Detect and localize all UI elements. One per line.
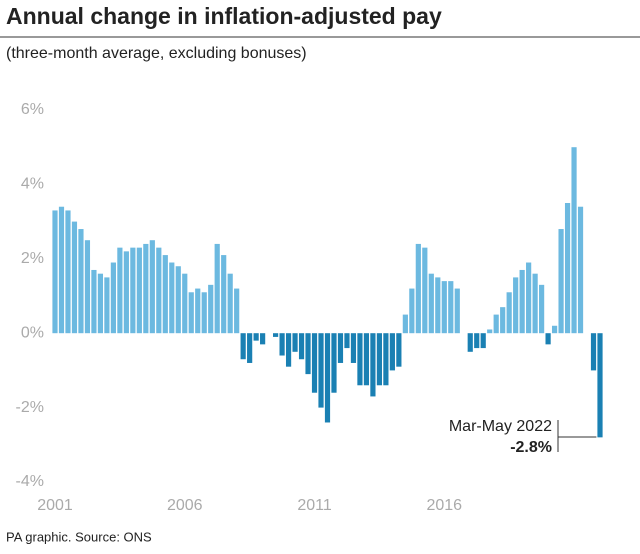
bar [208,284,214,334]
bar [240,333,246,360]
chart-subtitle: (three-month average, excluding bonuses) [6,45,307,62]
y-tick-label: 2% [21,250,44,267]
y-tick-label: 6% [21,101,44,118]
bar [506,292,512,334]
x-tick-label: 2011 [297,497,332,514]
y-tick-label: -2% [16,399,44,416]
bar [260,333,266,345]
bar [221,255,227,334]
bar [532,273,538,334]
x-tick-label: 2001 [37,497,73,514]
bar [526,262,532,334]
bar [564,203,571,334]
bar [337,333,344,363]
bar [188,292,194,334]
bar [273,333,279,337]
bar [480,333,486,349]
bar [162,255,168,334]
bar [422,247,428,334]
bar [318,333,324,408]
bar [500,307,506,334]
bar [402,314,408,334]
bar [454,288,460,334]
bar [143,243,149,334]
bar [52,210,58,334]
bar [344,333,350,349]
bar [577,206,584,334]
bar [558,229,564,334]
bar [448,281,454,334]
bar [487,329,493,334]
bar [156,247,162,334]
bar [415,243,421,334]
bar [350,333,357,363]
bar [279,333,285,356]
bar [519,269,525,334]
bar [383,333,389,386]
bar [435,277,441,334]
bar [467,333,473,352]
bar [71,221,78,334]
x-tick-label: 2006 [167,497,203,514]
bar [253,333,259,341]
bar [597,333,603,438]
bar [539,284,545,334]
bar [123,251,129,334]
bar [298,333,305,360]
bar [409,288,415,334]
bar [247,333,253,363]
bar [117,247,123,334]
y-tick-label: 0% [21,324,44,341]
bar [396,333,402,367]
bar [136,247,142,334]
annotation-text: Mar-May 2022 [449,418,552,435]
y-tick-label: 4% [21,176,44,193]
chart-title: Annual change in inflation-adjusted pay [6,3,442,29]
bar [324,333,331,423]
bar [376,333,382,386]
bar [474,333,480,349]
source: PA graphic. Source: ONS [6,529,152,544]
bar [110,262,116,334]
bar [175,266,181,334]
bar [169,262,175,334]
bar [305,333,311,375]
bar [493,314,499,334]
bar [370,333,376,397]
bar [78,229,84,334]
bar [214,243,220,334]
bar [182,273,188,334]
bar [513,277,519,334]
value-label: -2.8% [510,439,552,456]
bar [551,325,558,334]
bar [292,333,298,352]
bar [428,273,434,334]
bar [84,240,91,334]
bar [590,333,597,371]
bar [545,333,551,345]
bar [104,277,110,334]
bar [285,333,292,367]
bar [571,147,577,334]
bar [389,333,395,371]
bar [130,247,136,334]
y-tick-label: -4% [16,473,44,490]
bar [201,292,207,334]
x-tick-label: 2016 [426,497,462,514]
bar [234,288,240,334]
bar [91,269,97,334]
bar [331,333,337,393]
bar [195,288,201,334]
bar [149,240,155,334]
bar [363,333,370,386]
bar [357,333,363,386]
bar [58,206,65,334]
bar [441,281,447,334]
bar [65,210,71,334]
bar [97,273,104,334]
bar [227,273,233,334]
bar [311,333,318,393]
